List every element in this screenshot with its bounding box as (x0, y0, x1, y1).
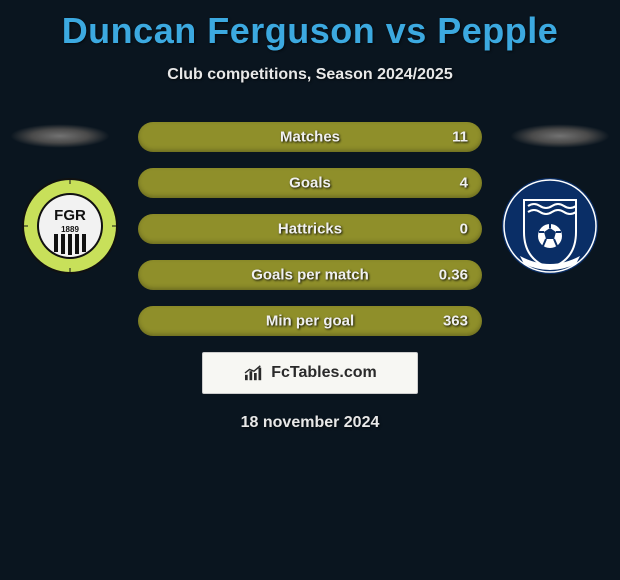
subtitle: Club competitions, Season 2024/2025 (0, 66, 620, 84)
stat-value: 11 (452, 129, 468, 146)
brand-box: FcTables.com (202, 352, 418, 394)
date-text: 18 november 2024 (0, 414, 620, 432)
comparison-panel: Matches 11 Goals 4 Hattricks 0 Goals per… (0, 122, 620, 336)
stat-bar: Matches 11 (138, 122, 482, 152)
bar-chart-icon (243, 364, 265, 382)
brand-text: FcTables.com (271, 364, 377, 382)
crest-right-icon (500, 176, 600, 276)
stat-value: 0 (460, 221, 468, 238)
stat-label: Goals (289, 175, 331, 192)
team-crest-right (500, 176, 600, 276)
team-crest-left: FGR 1889 (20, 176, 120, 276)
stat-label: Hattricks (278, 221, 342, 238)
stat-value: 4 (460, 175, 468, 192)
page-title: Duncan Ferguson vs Pepple (0, 0, 620, 52)
stat-value: 363 (443, 313, 468, 330)
stat-bar: Goals per match 0.36 (138, 260, 482, 290)
crest-left-text: FGR (54, 207, 86, 224)
stat-label: Goals per match (251, 267, 369, 284)
stat-bars: Matches 11 Goals 4 Hattricks 0 Goals per… (138, 122, 482, 336)
stat-bar: Hattricks 0 (138, 214, 482, 244)
stat-label: Matches (280, 129, 340, 146)
pedestal-shadow-left (10, 124, 110, 148)
stat-label: Min per goal (266, 313, 354, 330)
crest-left-year: 1889 (61, 225, 79, 234)
stat-bar: Min per goal 363 (138, 306, 482, 336)
stat-bar: Goals 4 (138, 168, 482, 198)
crest-left-icon: FGR 1889 (20, 176, 120, 276)
pedestal-shadow-right (510, 124, 610, 148)
stat-value: 0.36 (439, 267, 468, 284)
